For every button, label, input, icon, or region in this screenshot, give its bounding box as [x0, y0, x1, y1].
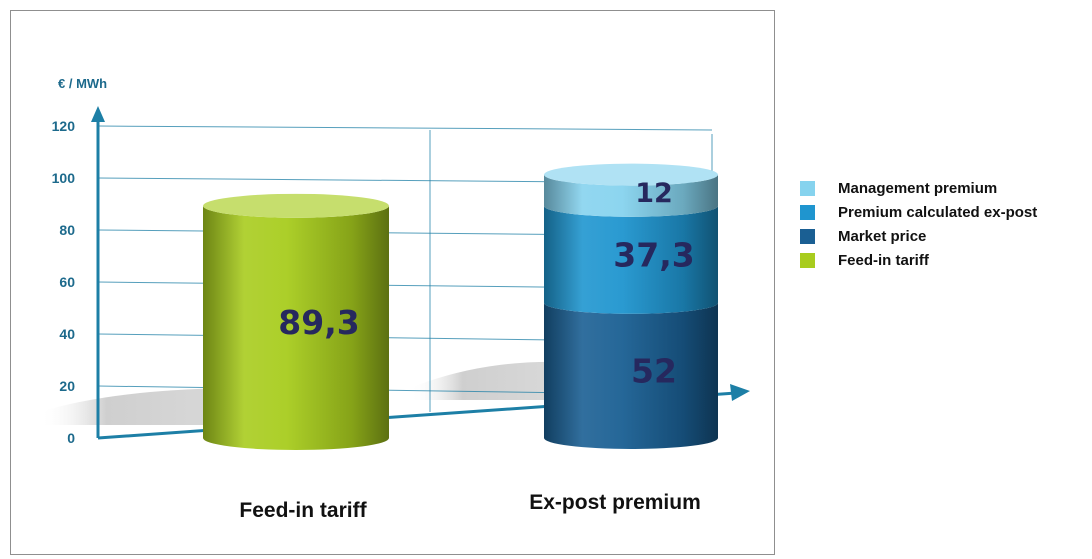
- bar-segment-management-premium: [544, 174, 718, 217]
- y-axis-arrow: [91, 106, 105, 122]
- data-label: 12: [635, 178, 673, 209]
- y-tick-label: 80: [59, 222, 75, 238]
- bar-segment-feed-in-tariff: [203, 205, 389, 450]
- legend-label: Management premium: [838, 179, 998, 197]
- bar-top: [203, 193, 389, 218]
- floor-shadow: [410, 361, 560, 400]
- legend-swatch: [800, 204, 815, 220]
- legend-label: Feed-in tariff: [838, 251, 929, 269]
- legend-swatch: [800, 228, 815, 244]
- legend-item: Management premium: [800, 176, 1037, 200]
- legend-label: Premium calculated ex-post: [838, 203, 1038, 221]
- bar-segment-market-price: [544, 302, 718, 449]
- data-label: 37,3: [613, 235, 694, 274]
- legend-swatch: [800, 252, 815, 268]
- legend-item: Feed-in tariff: [800, 248, 1037, 272]
- data-label: 52: [631, 351, 677, 390]
- category-label: Feed-in tariff: [239, 499, 367, 522]
- legend-item: Market price: [800, 224, 1037, 248]
- y-tick-label: 20: [59, 378, 75, 394]
- legend-item: Premium calculated ex-post: [800, 200, 1037, 224]
- y-axis-unit: € / MWh: [58, 76, 107, 91]
- gridline: [97, 125, 713, 131]
- y-tick-label: 60: [59, 274, 75, 290]
- legend-label: Market price: [838, 227, 927, 245]
- floor-shadow: [40, 388, 230, 425]
- data-label: 89,3: [278, 303, 359, 342]
- y-tick-label: 100: [52, 170, 76, 186]
- y-tick-label: 120: [52, 118, 76, 134]
- category-label: Ex-post premium: [529, 491, 701, 514]
- legend: Management premium Premium calculated ex-…: [800, 176, 1037, 272]
- y-tick-label: 40: [59, 326, 75, 342]
- bar-segment-premium-calculated-ex-post: [544, 205, 718, 314]
- bar-top: [544, 163, 718, 186]
- y-tick-label: 0: [67, 430, 75, 446]
- x-axis-arrow: [730, 384, 750, 401]
- legend-swatch: [800, 180, 815, 196]
